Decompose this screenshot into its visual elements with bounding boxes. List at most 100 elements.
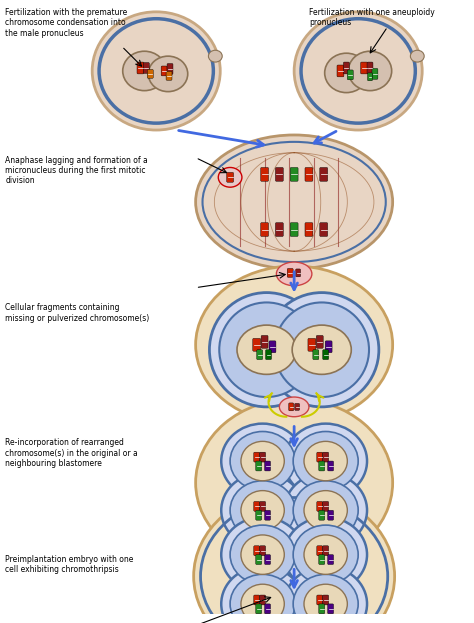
FancyBboxPatch shape	[255, 604, 262, 614]
FancyBboxPatch shape	[320, 222, 328, 237]
Ellipse shape	[276, 262, 312, 286]
Ellipse shape	[292, 325, 351, 374]
Ellipse shape	[284, 424, 367, 498]
Ellipse shape	[304, 584, 347, 623]
FancyBboxPatch shape	[260, 502, 265, 511]
FancyBboxPatch shape	[323, 546, 328, 556]
FancyBboxPatch shape	[328, 554, 334, 564]
FancyBboxPatch shape	[264, 604, 271, 614]
Text: Fertilization with the premature
chromosome condensation into
the male pronucleu: Fertilization with the premature chromos…	[6, 8, 128, 37]
Ellipse shape	[304, 535, 347, 574]
FancyBboxPatch shape	[313, 350, 319, 359]
FancyBboxPatch shape	[227, 173, 234, 183]
Ellipse shape	[221, 517, 304, 592]
FancyBboxPatch shape	[319, 510, 325, 520]
Ellipse shape	[294, 12, 422, 130]
Text: Re-incorporation of rearranged
chromosome(s) in the original or a
neighbouring b: Re-incorporation of rearranged chromosom…	[6, 439, 138, 468]
FancyBboxPatch shape	[372, 69, 378, 79]
Ellipse shape	[279, 397, 309, 417]
FancyBboxPatch shape	[137, 62, 144, 74]
Ellipse shape	[293, 525, 358, 584]
Ellipse shape	[293, 574, 358, 623]
FancyBboxPatch shape	[254, 546, 260, 556]
FancyBboxPatch shape	[269, 341, 276, 353]
FancyBboxPatch shape	[323, 502, 328, 511]
Ellipse shape	[230, 432, 295, 491]
FancyBboxPatch shape	[317, 502, 323, 511]
FancyBboxPatch shape	[254, 502, 260, 511]
FancyBboxPatch shape	[319, 461, 325, 471]
Ellipse shape	[148, 56, 188, 92]
FancyBboxPatch shape	[367, 62, 373, 74]
FancyBboxPatch shape	[254, 595, 260, 605]
Ellipse shape	[230, 481, 295, 540]
Ellipse shape	[221, 473, 304, 548]
FancyBboxPatch shape	[305, 222, 313, 237]
FancyBboxPatch shape	[337, 65, 344, 77]
FancyBboxPatch shape	[161, 66, 167, 76]
FancyBboxPatch shape	[317, 452, 323, 462]
Ellipse shape	[284, 517, 367, 592]
FancyBboxPatch shape	[261, 335, 268, 348]
FancyBboxPatch shape	[325, 341, 332, 353]
Ellipse shape	[241, 535, 284, 574]
FancyBboxPatch shape	[264, 554, 271, 564]
FancyBboxPatch shape	[260, 595, 265, 605]
Ellipse shape	[194, 491, 395, 623]
FancyBboxPatch shape	[295, 404, 300, 411]
Ellipse shape	[304, 491, 347, 530]
Ellipse shape	[209, 50, 222, 62]
FancyBboxPatch shape	[323, 350, 328, 359]
FancyBboxPatch shape	[308, 338, 316, 351]
Ellipse shape	[123, 51, 166, 90]
FancyBboxPatch shape	[255, 510, 262, 520]
FancyBboxPatch shape	[361, 62, 367, 74]
FancyBboxPatch shape	[316, 335, 323, 348]
FancyBboxPatch shape	[254, 452, 260, 462]
Ellipse shape	[293, 432, 358, 491]
FancyBboxPatch shape	[260, 546, 265, 556]
Ellipse shape	[348, 51, 392, 90]
Ellipse shape	[241, 491, 284, 530]
Ellipse shape	[196, 135, 392, 269]
FancyBboxPatch shape	[367, 73, 373, 81]
Ellipse shape	[241, 584, 284, 623]
Ellipse shape	[274, 302, 369, 397]
Ellipse shape	[92, 12, 220, 130]
Ellipse shape	[210, 293, 324, 407]
FancyBboxPatch shape	[328, 510, 334, 520]
Ellipse shape	[196, 266, 392, 424]
FancyBboxPatch shape	[257, 350, 263, 359]
FancyBboxPatch shape	[264, 461, 271, 471]
Ellipse shape	[237, 325, 296, 374]
FancyBboxPatch shape	[260, 452, 265, 462]
Text: Cellular fragments containing
missing or pulverized chromosome(s): Cellular fragments containing missing or…	[6, 303, 150, 323]
Text: Fertilization with one aneuploidy
pronucleus: Fertilization with one aneuploidy pronuc…	[309, 8, 435, 27]
FancyBboxPatch shape	[328, 604, 334, 614]
FancyBboxPatch shape	[290, 222, 298, 237]
Ellipse shape	[264, 293, 379, 407]
Ellipse shape	[219, 168, 242, 187]
FancyBboxPatch shape	[305, 168, 313, 181]
Ellipse shape	[196, 399, 392, 566]
FancyBboxPatch shape	[289, 403, 294, 411]
FancyBboxPatch shape	[265, 350, 272, 359]
Ellipse shape	[284, 566, 367, 623]
Ellipse shape	[221, 424, 304, 498]
FancyBboxPatch shape	[261, 222, 269, 237]
FancyBboxPatch shape	[319, 554, 325, 564]
FancyBboxPatch shape	[147, 69, 153, 78]
FancyBboxPatch shape	[275, 222, 283, 237]
Ellipse shape	[304, 441, 347, 481]
FancyBboxPatch shape	[253, 338, 261, 351]
Ellipse shape	[221, 566, 304, 623]
FancyBboxPatch shape	[319, 604, 325, 614]
FancyBboxPatch shape	[347, 70, 353, 80]
FancyBboxPatch shape	[323, 452, 328, 462]
Ellipse shape	[325, 53, 368, 93]
FancyBboxPatch shape	[290, 168, 298, 181]
Ellipse shape	[410, 50, 424, 62]
FancyBboxPatch shape	[255, 461, 262, 471]
FancyBboxPatch shape	[166, 72, 172, 80]
FancyBboxPatch shape	[167, 64, 173, 74]
